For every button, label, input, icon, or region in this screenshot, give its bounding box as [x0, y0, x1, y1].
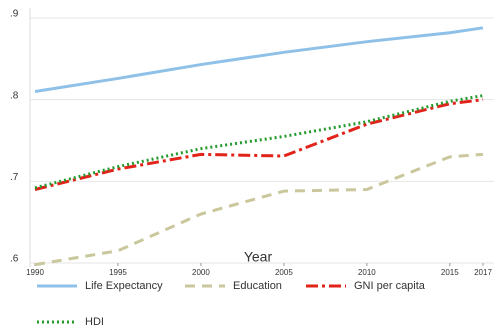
y-tick-label: .6 — [10, 254, 19, 265]
y-tick-label: .7 — [10, 172, 19, 183]
line — [35, 100, 483, 190]
x-tick-label: 2010 — [358, 268, 376, 277]
chart: Year .6 .7 .8 .9 1990 1995 2000 2005 2010 2015 201… — [0, 0, 494, 331]
page: Year .6 .7 .8 .9 1990 1995 2000 2005 2010 2015 201… — [0, 0, 494, 331]
line — [35, 96, 483, 188]
legend-label: Education — [233, 280, 282, 292]
x-tick-label: 2005 — [275, 268, 293, 277]
x-axis-title: Year — [244, 249, 273, 265]
legend-label: GNI per capita — [354, 280, 426, 292]
legend-label: Life Expectancy — [85, 280, 163, 292]
x-tick-label: 2017 — [474, 268, 492, 277]
x-tick-label: 2000 — [192, 268, 210, 277]
x-tick-label: 2015 — [441, 268, 459, 277]
y-tick-label: .9 — [10, 9, 19, 20]
line — [35, 28, 483, 92]
y-tick-label: .8 — [10, 90, 19, 101]
legend-label: HDI — [85, 316, 104, 328]
x-tick-label: 1990 — [26, 268, 44, 277]
x-tick-label: 1995 — [109, 268, 127, 277]
